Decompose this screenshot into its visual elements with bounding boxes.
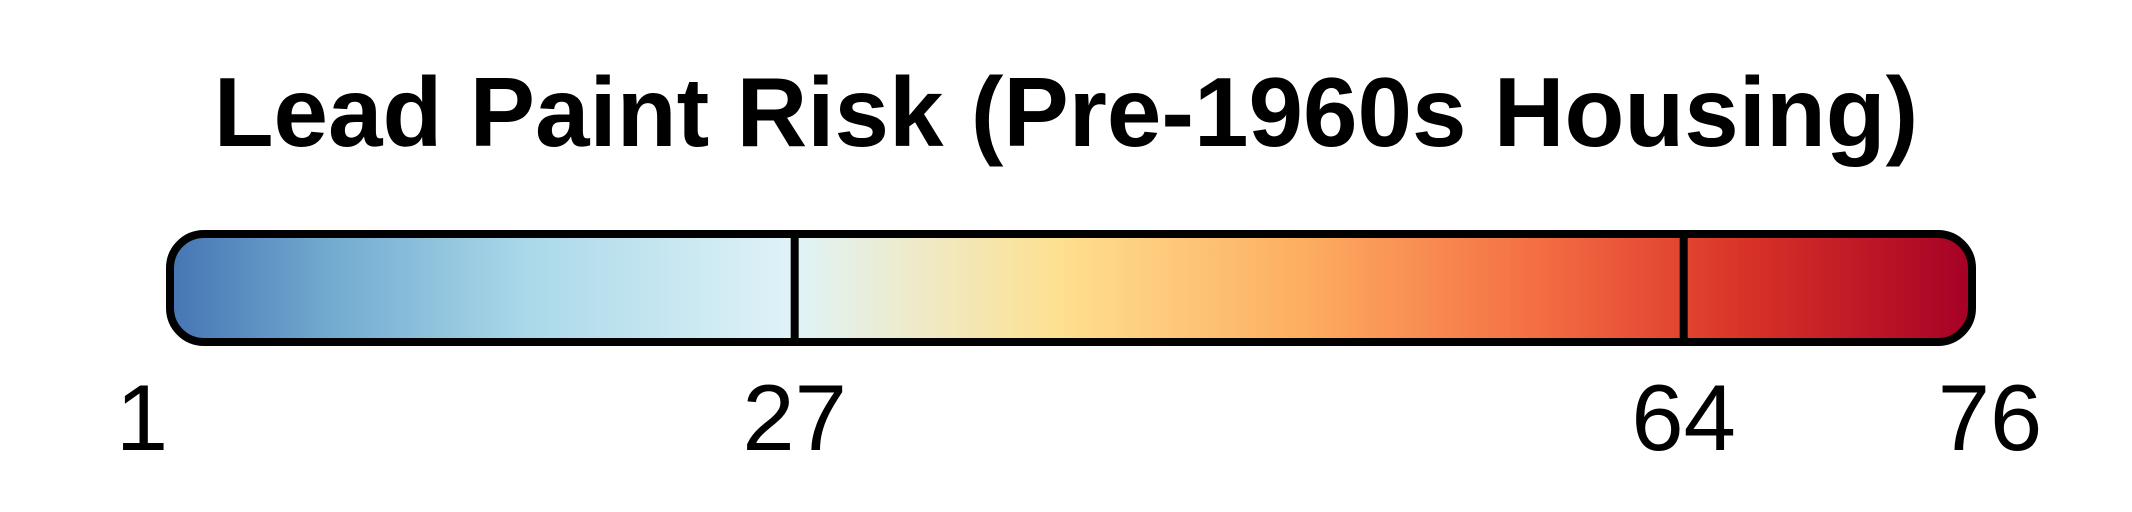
colorbar-outline — [166, 230, 1976, 346]
tick-label-64: 64 — [1631, 365, 1736, 470]
tick-label-27: 27 — [742, 365, 847, 470]
colorbar-tick-labels: 1 27 64 76 — [116, 365, 2042, 470]
colorbar-break-lines — [790, 234, 1688, 342]
tick-label-76: 76 — [1938, 365, 2043, 470]
colorbar-gradient — [170, 234, 1972, 342]
legend-title: Lead Paint Risk (Pre-1960s Housing) — [214, 57, 1919, 167]
tick-label-1: 1 — [116, 365, 168, 470]
colorbar — [166, 230, 1976, 346]
